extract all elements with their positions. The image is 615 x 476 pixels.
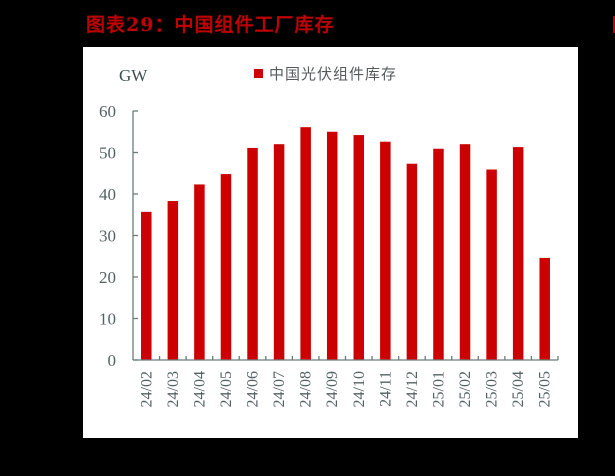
bar xyxy=(194,184,205,360)
y-axis-unit-label: GW xyxy=(119,66,148,85)
x-tick-label: 25/01 xyxy=(430,371,447,407)
y-tick-label: 20 xyxy=(99,268,116,287)
bar xyxy=(273,144,285,360)
x-tick-label: 24/08 xyxy=(298,371,315,407)
x-tick-label: 25/05 xyxy=(537,371,554,407)
figure-title: 图表29：中国组件工厂库存 xyxy=(86,14,335,36)
y-tick-label: 0 xyxy=(108,351,117,370)
y-tick-label: 60 xyxy=(99,102,116,121)
legend-label: 中国光伏组件库存 xyxy=(269,65,398,83)
x-tick-label: 24/06 xyxy=(245,371,262,407)
cropped-edge-mark xyxy=(613,16,615,33)
bar xyxy=(353,135,365,360)
legend-swatch xyxy=(254,69,263,78)
bar xyxy=(326,131,338,360)
bar xyxy=(433,148,444,360)
x-tick-label: 24/07 xyxy=(271,371,288,407)
y-tick-label: 40 xyxy=(99,185,116,204)
x-tick-label: 24/10 xyxy=(351,371,368,407)
y-tick-label: 50 xyxy=(99,144,116,163)
bar xyxy=(459,144,471,360)
bar xyxy=(539,257,550,360)
x-tick-label: 25/03 xyxy=(484,371,501,407)
bar xyxy=(300,127,311,360)
bar xyxy=(141,211,152,360)
x-tick-label: 24/09 xyxy=(324,371,341,407)
x-tick-label: 24/12 xyxy=(404,371,421,407)
bar xyxy=(486,169,497,360)
x-tick-label: 25/02 xyxy=(457,371,474,407)
bar xyxy=(220,174,232,360)
bar xyxy=(167,201,179,360)
bar xyxy=(247,147,258,360)
x-tick-label: 24/02 xyxy=(138,371,155,407)
bar xyxy=(406,163,418,360)
x-tick-label: 24/11 xyxy=(377,371,394,407)
x-tick-label: 24/05 xyxy=(218,371,235,407)
bar xyxy=(512,147,524,360)
x-tick-label: 24/03 xyxy=(165,371,182,407)
x-tick-label: 25/04 xyxy=(510,371,527,407)
y-tick-label: 10 xyxy=(99,310,116,329)
bar xyxy=(380,141,391,360)
legend: 中国光伏组件库存 xyxy=(254,63,397,84)
y-tick-label: 30 xyxy=(99,227,116,246)
x-tick-label: 24/04 xyxy=(191,371,208,407)
